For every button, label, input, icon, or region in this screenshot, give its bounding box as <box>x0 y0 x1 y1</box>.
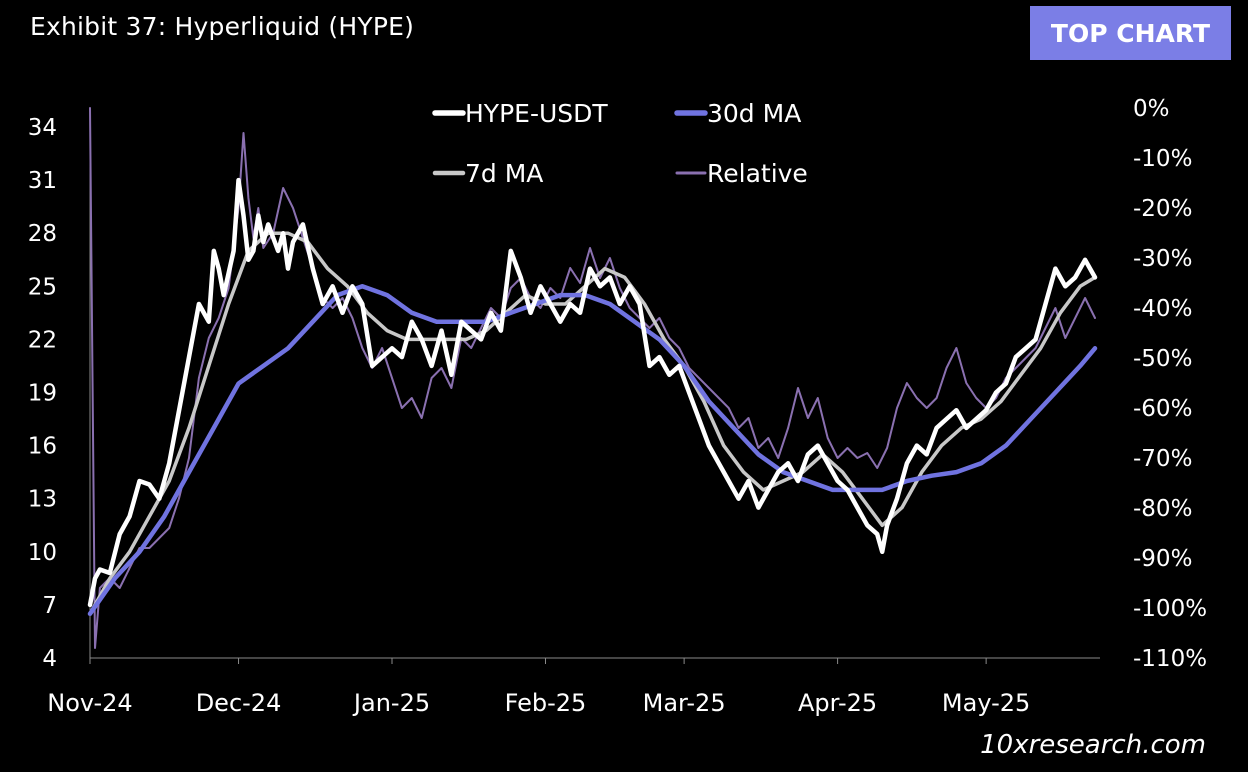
x-tick-label: May-25 <box>942 689 1030 717</box>
chart-title: Exhibit 37: Hyperliquid (HYPE) <box>30 12 415 41</box>
legend-label: Relative <box>707 159 808 188</box>
chart-axes: 4 7 10 13 16 19 22 25 28 31 34 -110% -100% -90% -80% -7… <box>28 96 1207 717</box>
series-line-30d-ma <box>87 284 1098 617</box>
legend-label: 30d MA <box>707 99 801 128</box>
x-tick-label: Dec-24 <box>196 689 282 717</box>
x-tick-label: Mar-25 <box>643 689 726 717</box>
top-chart-badge: TOP CHART <box>1030 6 1231 60</box>
y-right-tick-label: -80% <box>1133 496 1192 522</box>
y-left-tick-label: 22 <box>28 327 57 353</box>
series-line-hype-usdt <box>87 177 1098 608</box>
chart-series <box>87 107 1098 649</box>
y-right-tick-label: -70% <box>1133 446 1192 472</box>
y-right-tick-label: 0% <box>1133 96 1170 122</box>
x-tick-label: Nov-24 <box>47 689 132 717</box>
brand-watermark: 10xresearch.com <box>980 730 1206 760</box>
y-right-tick-label: -50% <box>1133 346 1192 372</box>
y-left-tick-label: 25 <box>28 274 57 300</box>
x-tick-label: Jan-25 <box>352 689 430 717</box>
x-tick-label: Feb-25 <box>505 689 587 717</box>
y-left-tick-label: 34 <box>28 115 57 141</box>
y-right-tick-label: -100% <box>1133 596 1207 622</box>
y-right-tick-label: -90% <box>1133 546 1192 572</box>
y-left-tick-label: 19 <box>28 381 57 407</box>
x-tick-label: Apr-25 <box>798 689 877 717</box>
chart-legend: HYPE-USDT 30d MA 7d MA Relative <box>432 99 808 188</box>
y-left-tick-label: 16 <box>28 434 57 460</box>
y-right-tick-label: -20% <box>1133 196 1192 222</box>
y-right-tick-label: -60% <box>1133 396 1192 422</box>
y-left-tick-label: 13 <box>28 487 57 513</box>
y-right-tick-label: -110% <box>1133 646 1207 672</box>
y-right-tick-label: -30% <box>1133 246 1192 272</box>
y-right-tick-label: -10% <box>1133 146 1192 172</box>
y-right-tick-label: -40% <box>1133 296 1192 322</box>
legend-label: 7d MA <box>465 159 543 188</box>
y-left-tick-label: 10 <box>28 540 57 566</box>
y-left-tick-label: 4 <box>42 646 57 672</box>
y-left-tick-label: 31 <box>28 168 57 194</box>
legend-label: HYPE-USDT <box>465 99 608 128</box>
y-left-tick-label: 7 <box>42 593 57 619</box>
series-line-relative <box>89 107 1096 649</box>
y-left-tick-label: 28 <box>28 221 57 247</box>
